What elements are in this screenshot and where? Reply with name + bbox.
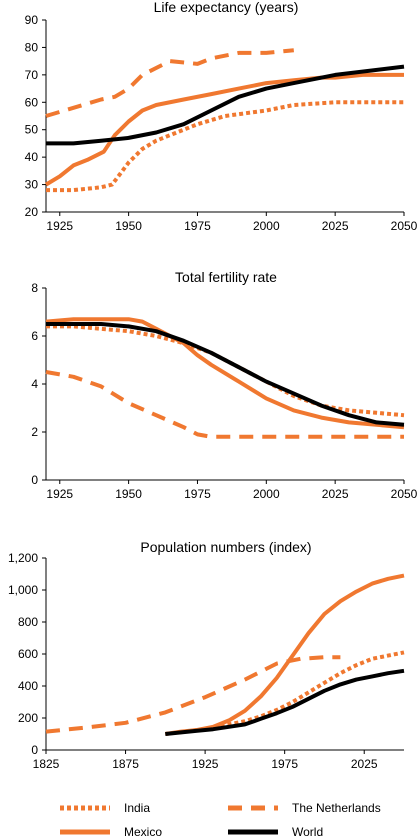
y-tick-label-life-expectancy: 80 bbox=[25, 40, 39, 54]
legend-item-india: India bbox=[60, 801, 150, 815]
y-tick-label-life-expectancy: 90 bbox=[25, 13, 39, 27]
legend-label-netherlands: The Netherlands bbox=[292, 801, 381, 815]
y-tick-label-life-expectancy: 30 bbox=[25, 178, 39, 192]
series-line-world-population bbox=[165, 668, 405, 736]
legend-item-world: World bbox=[228, 825, 323, 839]
x-tick-label-fertility: 2000 bbox=[253, 487, 280, 501]
chart-title-population: Population numbers (index) bbox=[140, 539, 311, 555]
x-tick-label-life-expectancy: 1950 bbox=[115, 219, 142, 233]
x-tick-label-population: 1825 bbox=[33, 757, 60, 771]
x-tick-label-life-expectancy: 2000 bbox=[253, 219, 280, 233]
series-line-world-life-expectancy bbox=[46, 64, 405, 146]
y-tick-label-life-expectancy: 20 bbox=[25, 205, 39, 219]
x-tick-label-population: 2025 bbox=[351, 757, 378, 771]
y-tick-label-population: 1,000 bbox=[8, 583, 38, 597]
x-tick-label-life-expectancy: 1975 bbox=[184, 219, 211, 233]
y-tick-label-population: 0 bbox=[31, 743, 38, 757]
chart-life-expectancy: Life expectancy (years) 20 30 40 50 60 70 80 90… bbox=[25, 0, 418, 233]
y-tick-label-fertility: 2 bbox=[31, 425, 38, 439]
y-tick-label-life-expectancy: 40 bbox=[25, 150, 39, 164]
x-tick-label-life-expectancy: 2050 bbox=[391, 219, 418, 233]
chart-population-numbers: Population numbers (index) 0 200 400 600 800… bbox=[8, 539, 405, 771]
y-tick-label-population: 200 bbox=[18, 711, 38, 725]
x-tick-label-fertility: 1975 bbox=[184, 487, 211, 501]
x-tick-label-life-expectancy: 1925 bbox=[46, 219, 73, 233]
y-tick-label-fertility: 0 bbox=[31, 473, 38, 487]
chart-title-life-expectancy: Life expectancy (years) bbox=[154, 0, 299, 15]
chart-total-fertility-rate: Total fertility rate 0 2 4 6 8 1925 1950 1975 20… bbox=[31, 269, 417, 501]
y-tick-label-fertility: 8 bbox=[31, 281, 38, 295]
series-line-the-netherlands-fertility bbox=[45, 370, 404, 439]
legend-label-mexico: Mexico bbox=[124, 825, 162, 839]
x-tick-label-population: 1875 bbox=[112, 757, 139, 771]
series-line-mexico-life-expectancy bbox=[44, 72, 404, 187]
y-tick-label-life-expectancy: 70 bbox=[25, 68, 39, 82]
y-tick-label-population: 400 bbox=[18, 679, 38, 693]
y-tick-label-population: 600 bbox=[18, 647, 38, 661]
series-line-the-netherlands-population bbox=[45, 655, 341, 734]
y-tick-label-fertility: 6 bbox=[31, 329, 38, 343]
x-tick-label-fertility: 1950 bbox=[115, 487, 142, 501]
y-tick-label-population: 1,200 bbox=[8, 551, 38, 565]
series-line-india-fertility bbox=[46, 324, 405, 418]
x-tick-label-fertility: 2050 bbox=[391, 487, 418, 501]
series-line-world-fertility bbox=[46, 322, 405, 427]
x-tick-label-fertility: 1925 bbox=[46, 487, 73, 501]
x-tick-label-population: 1925 bbox=[192, 757, 219, 771]
y-tick-label-population: 800 bbox=[18, 615, 38, 629]
series-line-mexico-fertility bbox=[45, 317, 405, 430]
x-tick-label-fertility: 2025 bbox=[322, 487, 349, 501]
series-line-india-life-expectancy bbox=[46, 100, 404, 193]
x-tick-label-life-expectancy: 2025 bbox=[322, 219, 349, 233]
chart-title-fertility: Total fertility rate bbox=[175, 269, 277, 285]
x-tick-label-population: 1975 bbox=[271, 757, 298, 771]
series-line-the-netherlands-life-expectancy bbox=[45, 48, 294, 118]
legend-item-mexico: Mexico bbox=[60, 825, 162, 839]
legend-item-netherlands: The Netherlands bbox=[228, 801, 381, 815]
legend-label-india: India bbox=[124, 801, 150, 815]
y-tick-label-life-expectancy: 60 bbox=[25, 95, 39, 109]
legend: India The Netherlands Mexico World bbox=[60, 801, 381, 839]
y-tick-label-life-expectancy: 50 bbox=[25, 123, 39, 137]
y-tick-label-fertility: 4 bbox=[31, 377, 38, 391]
legend-label-world: World bbox=[292, 825, 323, 839]
